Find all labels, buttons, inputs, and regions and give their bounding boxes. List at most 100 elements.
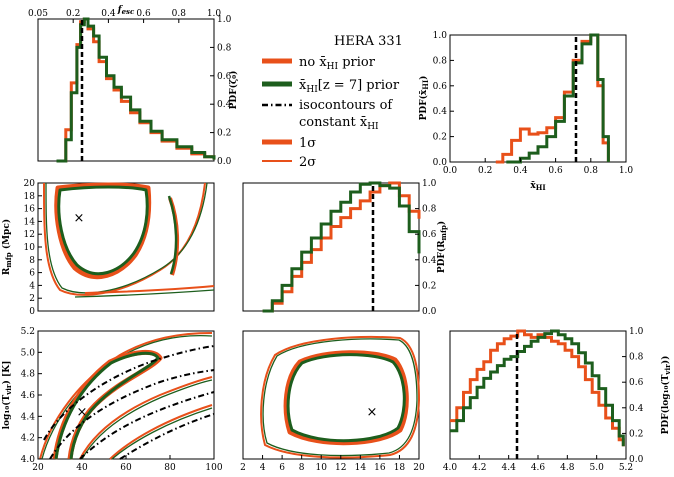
y-tick-label: 1.0 [629,327,644,337]
y-tick-label: 0.2 [422,281,436,291]
y-tick-label: 5.2 [21,327,35,337]
y-tick-label: 0.6 [217,72,232,82]
legend-title: HERA 331 [334,34,403,49]
ylabel-rmfp: Rmfp (Mpc) [1,219,13,275]
x-tick-label: 0.4 [101,9,116,19]
contour-side-prior [167,195,178,275]
contour-2sigma-no-prior [43,182,206,296]
contour-2sigma-tail-prior [74,289,215,298]
contour-2sigma-no-prior [260,336,420,459]
x-tick-label: 14 [355,463,367,473]
x-tick-label: 4.0 [443,463,458,473]
y-tick-label: 4.4 [21,412,36,422]
x-tick-label: 0.2 [478,166,492,176]
step-line-no-prior [495,33,610,164]
legend-label-prior: x̄HI[z = 7] prior [299,78,400,95]
x-tick-label: 4.4 [502,463,517,473]
step-line-no-prior [450,329,625,447]
contour-lower-prior [111,407,213,460]
contour-1sigma-no-prior [54,182,152,280]
x-tick-label: 0.05 [28,9,48,19]
y-tick-label: 4.0 [21,455,36,465]
x-tick-label: 4.8 [560,463,575,473]
y-tick-label: 0.6 [433,82,448,92]
legend-label-no-prior: no x̄HI prior [299,55,376,72]
y-tick-label: 5.0 [21,348,36,358]
x-tick-label: 6 [279,463,285,473]
marker-rmfp-fesc: × [74,211,85,226]
marker-tvir-fesc: × [77,405,88,420]
x-tick-label: 1.0 [619,166,634,176]
y-tick-label: 0.8 [422,205,437,215]
y-tick-label: 0.8 [217,43,232,53]
x-tick-label: 16 [374,463,386,473]
x-tick-label: 80 [164,463,176,473]
y-tick-label: 0.8 [433,56,448,66]
panel-fesc-pdf [37,18,215,162]
x-tick-label: 12 [335,463,346,473]
y-tick-label: 1.0 [422,179,437,189]
isocontour-1 [43,345,215,441]
y-tick-label: 0.6 [422,230,437,240]
isocontour-3 [79,391,215,460]
y-tick-label: 0.0 [433,158,448,168]
x-tick-label: 8 [299,463,305,473]
series-rmfp-pdf [262,181,421,313]
y-tick-label: 8 [29,256,35,266]
panel-tvir-fesc [37,330,215,460]
x-tick-label: 5.2 [619,463,633,473]
y-tick-label: 18 [24,192,36,202]
x-tick-label: 0.4 [513,166,528,176]
fesc-title: fesc [117,5,135,16]
contour-lower-no-prior [109,404,213,460]
contours-tvir-fesc [39,332,215,460]
y-tick-label: 0.0 [629,455,644,465]
y-tick-label: 6 [29,269,35,279]
step-line-prior [262,181,421,313]
panel-rmfp-pdf [242,182,420,312]
y-tick-label: 0.0 [422,307,437,317]
contour-inner-no-prior [79,376,213,460]
contour-2sigma-prior [45,182,208,294]
y-tick-label: 0.2 [433,133,447,143]
y-tick-label: 0.4 [217,100,232,110]
legend-label-1sigma: 1σ [299,136,316,151]
y-tick-label: 4.6 [21,391,36,401]
y-tick-label: 0.2 [629,429,643,439]
x-tick-label: 0.8 [584,166,599,176]
isocontour-2 [49,369,215,460]
step-line-prior [450,329,625,447]
x-tick-label: 0.8 [172,9,187,19]
y-tick-label: 20 [24,179,36,189]
contours-rmfp-fesc [43,182,215,298]
x-tick-label: 0.6 [136,9,151,19]
x-tick-label: 2 [240,463,246,473]
marker-tvir-rmfp: × [367,405,378,420]
contour-1sigma-prior [54,351,160,460]
contour-2sigma-tail-no-prior [84,285,215,294]
step-line-prior [506,33,610,164]
x-tick-label: 40 [76,463,88,473]
axis-ticks: 0.0 0.2 0.4 0.6 0.8 1.0 0.05 0.2 0.4 0.6 0.8 1.0 0.0… [21,9,644,473]
y-tick-label: 1.0 [433,31,448,41]
y-tick-label: 4 [29,281,35,291]
x-tick-label: 5.0 [590,463,605,473]
contours-tvir-rmfp [260,336,420,459]
legend-label-iso-1: isocontours of [299,98,393,113]
contour-inner-prior [81,379,213,460]
x-tick-label: 18 [394,463,406,473]
x-tick-label: 60 [120,463,132,473]
y-tick-label: 4.2 [21,434,35,444]
y-tick-label: 16 [24,205,36,215]
x-tick-label: 10 [315,463,327,473]
x-tick-label: 0.2 [66,9,80,19]
y-tick-label: 1.0 [217,15,232,25]
ylabel-tvir-pdf: PDF(log₁₀(Tvir)) [660,356,672,435]
isocontour-4 [119,413,215,460]
contour-1sigma-prior [286,353,406,443]
y-tick-label: 10 [24,243,36,253]
legend-label-iso-2: constant x̄HI [299,115,379,132]
x-tick-label: 4 [260,463,266,473]
contour-1sigma-no-prior [283,350,409,446]
